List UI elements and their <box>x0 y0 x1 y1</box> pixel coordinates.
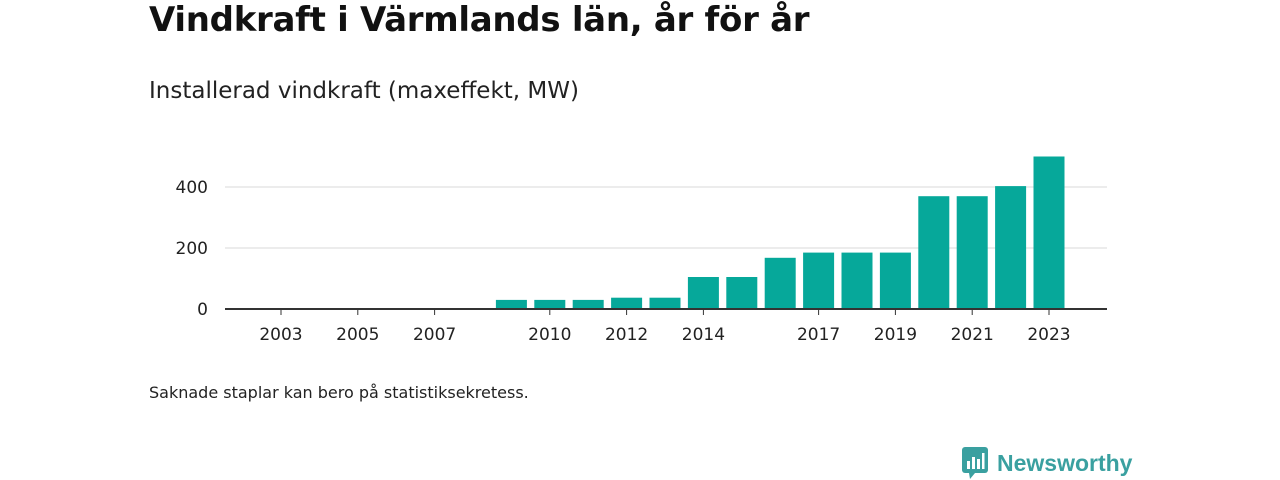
chart-subtitle: Installerad vindkraft (maxeffekt, MW) <box>149 78 579 104</box>
x-axis <box>225 308 1107 315</box>
chart-title: Vindkraft i Värmlands län, år för år <box>149 0 810 40</box>
bar-2021 <box>956 196 988 309</box>
y-tick-label: 400 <box>176 178 208 198</box>
x-tick-label: 2010 <box>528 325 571 345</box>
newsworthy-logo-icon <box>962 447 988 479</box>
bar-2011 <box>572 299 604 309</box>
footnote: Saknade staplar kan bero på statistiksek… <box>149 383 529 402</box>
x-tick-label: 2007 <box>413 325 456 345</box>
bars <box>495 156 1065 309</box>
x-tick-label: 2023 <box>1027 325 1070 345</box>
y-tick-labels: 0 200 400 <box>176 178 208 320</box>
x-tick-label: 2017 <box>797 325 840 345</box>
x-tick-label: 2012 <box>605 325 648 345</box>
bar-2019 <box>879 252 911 309</box>
x-tick-label: 2003 <box>259 325 302 345</box>
x-tick-label: 2021 <box>951 325 994 345</box>
bar-2015 <box>726 277 758 309</box>
brand-name: Newsworthy <box>997 449 1133 476</box>
bar-2013 <box>649 297 681 309</box>
x-tick-label: 2014 <box>682 325 725 345</box>
bar-2012 <box>611 297 643 309</box>
x-tick-label: 2005 <box>336 325 379 345</box>
bar-2010 <box>534 299 566 309</box>
bar-2023 <box>1033 156 1065 309</box>
bar-2018 <box>841 252 873 309</box>
y-tick-label: 200 <box>176 239 208 259</box>
bar-2009 <box>495 299 527 309</box>
bar-2020 <box>918 196 950 309</box>
x-tick-label: 2019 <box>874 325 917 345</box>
y-tick-label: 0 <box>197 300 208 320</box>
bar-2022 <box>995 186 1027 309</box>
bar-2017 <box>803 252 835 309</box>
newsworthy-brand: Newsworthy <box>962 446 1132 480</box>
bar-2016 <box>764 257 796 309</box>
x-tick-labels: 2003 2005 2007 2010 2012 2014 2017 2019 2021 2023 <box>259 325 1070 345</box>
bar-2014 <box>687 277 719 309</box>
